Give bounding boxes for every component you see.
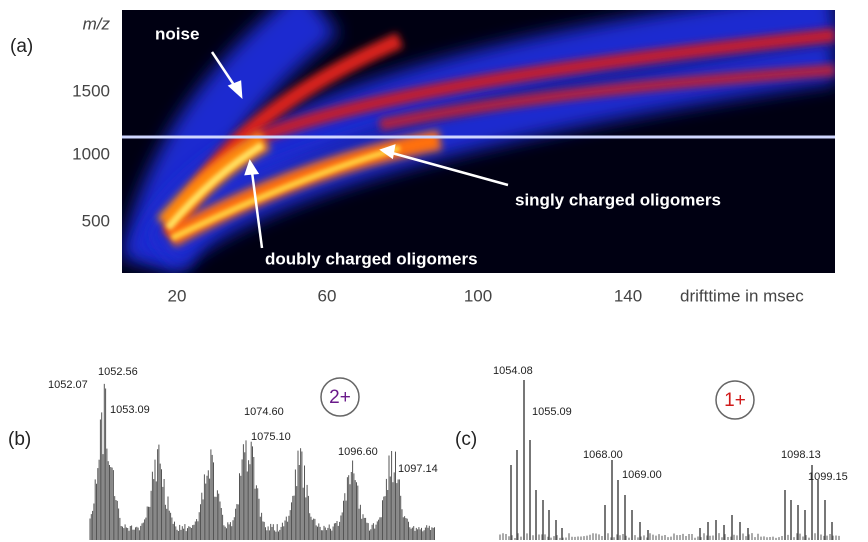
peak-label: 1055.09: [532, 406, 572, 418]
peak-label: 1075.10: [251, 431, 291, 443]
peak-label: 1069.00: [622, 469, 662, 481]
x-tick-label: 60: [318, 286, 337, 305]
arrow: [250, 171, 264, 249]
y-axis-label: m/z: [83, 14, 111, 33]
peak-label: 1052.07: [48, 379, 88, 391]
peak-label: 1099.15: [808, 471, 848, 483]
x-tick-label: 140: [614, 286, 642, 305]
arrow: [210, 51, 238, 89]
charge-circle: [715, 380, 755, 420]
arrow: [391, 151, 509, 187]
arrowhead: [227, 80, 243, 100]
peak-label: 1097.14: [398, 463, 438, 475]
spectrum: [499, 380, 840, 540]
peak-label: 1096.60: [338, 446, 378, 458]
band: [165, 142, 264, 231]
peak-label: 1052.56: [98, 366, 138, 378]
arrows: [210, 51, 509, 249]
arrowhead: [379, 144, 396, 160]
x-tick-label: 100: [464, 286, 492, 305]
charge-label: 2+: [329, 387, 351, 408]
y-tick-label: 1500: [72, 81, 110, 100]
panel-label: (a): [10, 36, 33, 57]
annotation: doubly charged oligomers: [265, 249, 478, 268]
peak-label: 1098.13: [781, 449, 821, 461]
x-axis-label: drifttime in msec: [680, 286, 804, 305]
y-tick-label: 500: [82, 211, 110, 230]
heatmap: [122, 10, 835, 273]
peak-label: 1054.08: [493, 365, 533, 377]
peak-label: 1074.60: [244, 406, 284, 418]
arrowhead: [244, 159, 260, 176]
annotation: singly charged oligomers: [515, 190, 721, 209]
peak-label: 1068.00: [583, 449, 623, 461]
x-tick-label: 20: [168, 286, 187, 305]
annotation: noise: [155, 24, 199, 43]
y-tick-label: 1000: [72, 144, 110, 163]
peak-label: 1053.09: [110, 404, 150, 416]
panel-label: (b): [8, 429, 31, 450]
charge-circle: [320, 377, 360, 417]
band: [247, 28, 835, 147]
panel-label: (c): [455, 429, 477, 450]
charge-label: 1+: [724, 390, 746, 411]
band: [170, 145, 401, 241]
band: [378, 64, 835, 131]
spectrum: [89, 383, 435, 540]
